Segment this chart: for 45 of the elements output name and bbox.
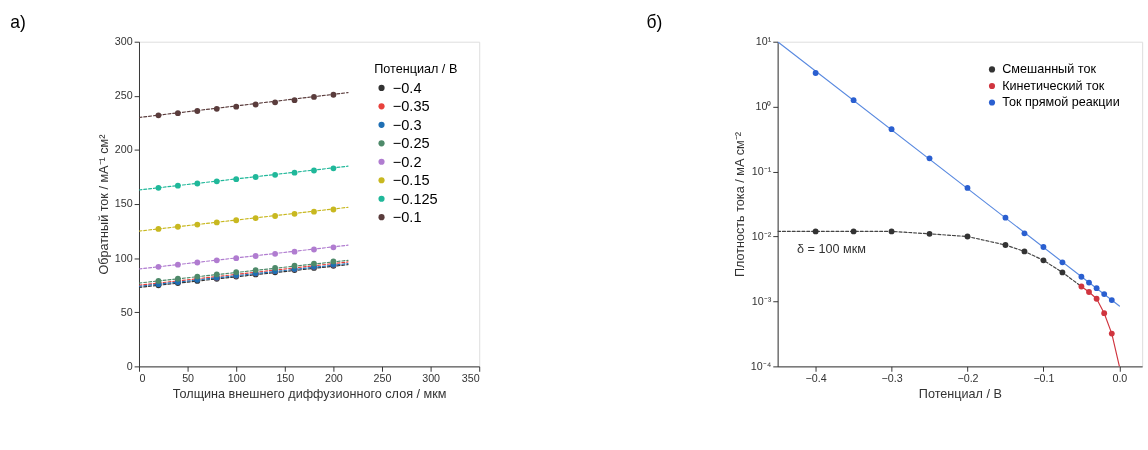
x-tick-label: 50: [182, 372, 195, 385]
chart-title: б): [646, 12, 663, 33]
x-tick-label: 200: [324, 372, 343, 385]
legend-label: −0.15: [392, 172, 430, 189]
legend-label: −0.35: [392, 98, 430, 115]
y-tick-label: 300: [114, 35, 133, 48]
y-tick-label: 10⁰: [755, 100, 772, 113]
y-tick-label: 200: [114, 143, 133, 156]
legend-label: −0.1: [392, 209, 422, 226]
legend-label: −0.125: [392, 190, 438, 207]
legend-title: Потенциал / В: [374, 61, 458, 76]
legend-label: Смешанный ток: [1002, 62, 1097, 77]
y-tick-label: 10⁻⁴: [750, 359, 772, 372]
y-tick-label: 10⁻¹: [751, 164, 772, 177]
legend-label: −0.25: [392, 135, 430, 152]
x-tick-label: 0.0: [1112, 372, 1128, 385]
legend-label: Кинетический ток: [1002, 78, 1105, 93]
x-tick-label: −0.4: [805, 372, 827, 385]
x-tick-label: −0.3: [881, 372, 903, 385]
y-tick-label: 150: [114, 197, 133, 210]
legend-label: −0.3: [392, 116, 422, 133]
x-axis-title: Толщина внешнего диффузионного слоя / мкм: [172, 386, 447, 401]
y-tick-label: 50: [120, 305, 133, 318]
chart-title: а): [10, 12, 26, 33]
x-tick-label: 250: [373, 372, 392, 385]
y-tick-label: 0: [126, 359, 133, 372]
y-tick-label: 250: [114, 89, 133, 102]
legend-label: Ток прямой реакции: [1002, 95, 1120, 110]
x-tick-label: 300: [422, 372, 441, 385]
x-tick-label: −0.2: [957, 372, 979, 385]
y-tick-label: 10⁻²: [751, 229, 772, 242]
y-tick-label: 10¹: [755, 35, 772, 48]
y-tick-label: 100: [114, 251, 133, 264]
y-axis-title: Плотность тока / мА см⁻²: [733, 131, 748, 278]
x-tick-label: −0.1: [1033, 372, 1055, 385]
x-tick-label: 150: [276, 372, 295, 385]
x-tick-label: 0: [139, 372, 146, 385]
annotation: δ = 100 мкм: [797, 242, 866, 257]
x-tick-label: 350: [461, 372, 480, 385]
y-tick-label: 10⁻³: [751, 294, 772, 307]
x-tick-label: 100: [227, 372, 246, 385]
x-axis-title: Потенциал / В: [918, 386, 1002, 401]
legend-label: −0.2: [392, 153, 422, 170]
y-axis-title: Обратный ток / мА⁻¹ см²: [97, 134, 112, 275]
legend-label: −0.4: [392, 79, 422, 96]
